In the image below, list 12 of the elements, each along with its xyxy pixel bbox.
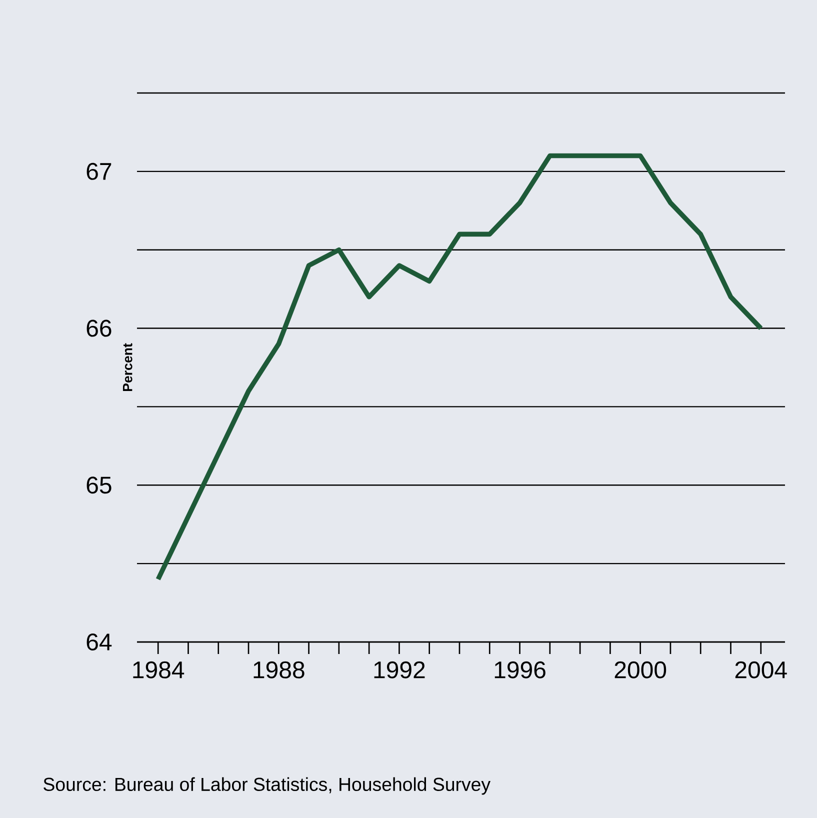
source-note: Source: Bureau of Labor Statistics, Household Survey [44,777,491,795]
y-tick-label: 66 [86,320,112,337]
x-tick-label: 1988 [254,661,304,678]
x-tick-label: 2000 [614,661,666,678]
x-tick-label: 2004 [735,661,787,678]
y-tick-label: 65 [86,476,112,494]
y-tick-label: 64 [86,633,112,650]
y-tick-label: 67 [86,162,112,180]
x-tick-label: 1992 [374,661,425,678]
y-axis-title: Percent [122,343,132,392]
x-tick-label: 1984 [133,661,184,678]
x-tick-label: 1996 [494,661,546,678]
